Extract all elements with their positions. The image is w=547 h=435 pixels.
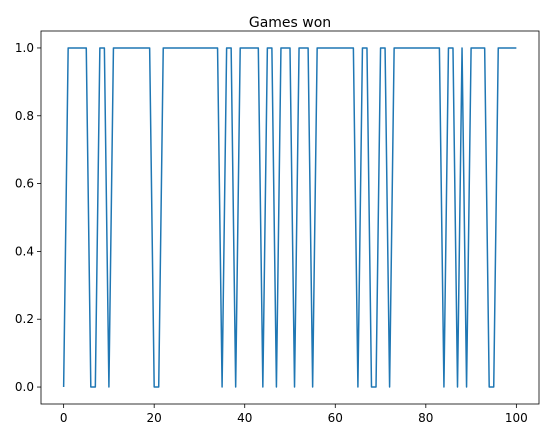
y-tick-label: 1.0 (15, 41, 34, 55)
y-tick-label: 0.4 (15, 244, 34, 258)
x-tick-label: 20 (147, 411, 162, 425)
x-tick-label: 0 (60, 411, 68, 425)
x-tick-label: 80 (418, 411, 433, 425)
y-tick-label: 0.6 (15, 177, 34, 191)
x-tick-label: 100 (505, 411, 528, 425)
y-tick-label: 0.2 (15, 312, 34, 326)
y-tick-label: 0.8 (15, 109, 34, 123)
x-tick-label: 60 (328, 411, 343, 425)
y-tick-label: 0.0 (15, 380, 34, 394)
x-tick-label: 40 (237, 411, 252, 425)
chart-title: Games won (249, 15, 331, 31)
